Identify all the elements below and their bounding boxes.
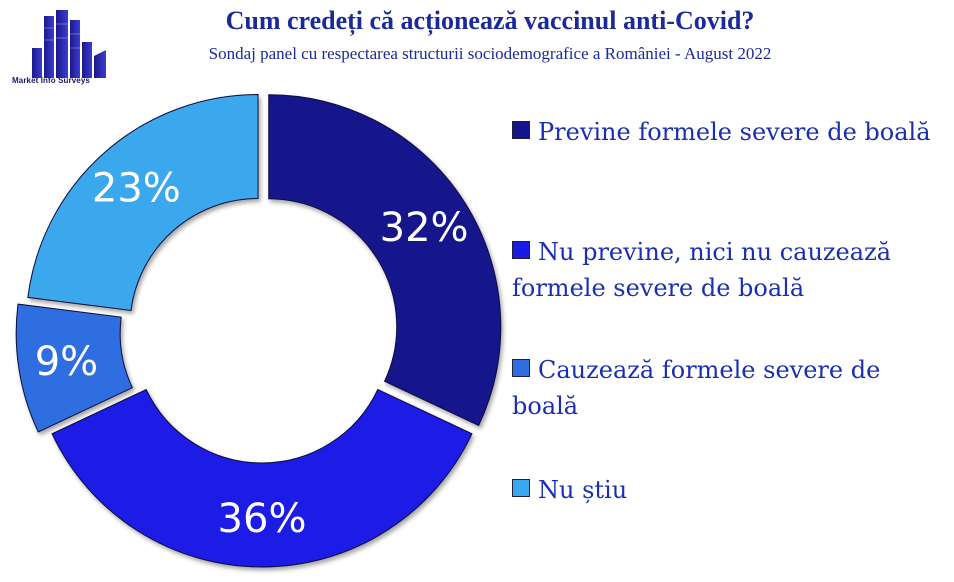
legend-item-nu-previne: Nu previne, nici nu cauzează formele sev… xyxy=(512,234,952,306)
legend-label: Cauzează formele severe de boală xyxy=(512,356,881,420)
legend-swatch xyxy=(512,121,530,139)
logo-text: Market Info Surveys xyxy=(12,76,90,85)
legend-label: Previne formele severe de boală xyxy=(538,118,931,146)
legend-label: Nu previne, nici nu cauzează formele sev… xyxy=(512,238,892,302)
slice-cauzeaza-label: 9% xyxy=(35,339,98,385)
chart-subtitle: Sondaj panel cu respectarea structurii s… xyxy=(208,44,772,63)
legend-label: Nu știu xyxy=(538,476,628,504)
slice-nu-stiu xyxy=(27,93,259,312)
slice-previne xyxy=(268,94,502,427)
legend-swatch xyxy=(512,359,530,377)
slice-nu-previne-label: 36% xyxy=(218,496,307,542)
legend-item-cauzeaza: Cauzează formele severe de boală xyxy=(512,352,952,424)
slice-nu-stiu-label: 23% xyxy=(92,165,181,211)
legend-item-previne: Previne formele severe de boală xyxy=(512,114,952,150)
legend-swatch xyxy=(512,241,530,259)
chart-title: Cum credeți că acționează vaccinul anti-… xyxy=(225,6,755,35)
slice-nu-previne xyxy=(51,388,473,568)
legend-swatch xyxy=(512,479,530,497)
slice-cauzeaza xyxy=(15,303,134,433)
logo-buildings-icon xyxy=(32,10,106,78)
legend-item-nu-stiu: Nu știu xyxy=(512,472,952,508)
slice-previne-label: 32% xyxy=(380,205,469,251)
